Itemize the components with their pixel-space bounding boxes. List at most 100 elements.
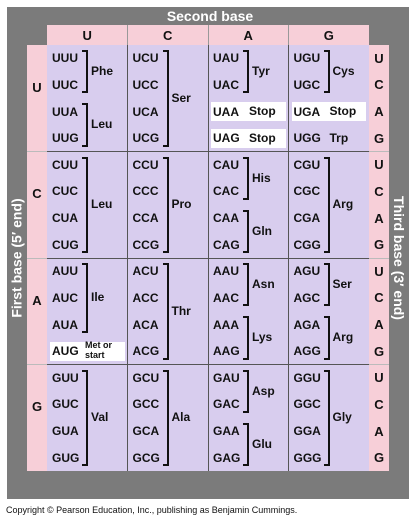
- codon-CGG: CGG: [293, 237, 321, 252]
- codon-UGA: UGA: [293, 104, 321, 119]
- codon-bracket: [243, 156, 249, 200]
- amino-acid-met-or-start: Met or start: [85, 340, 112, 361]
- codon-bracket: [243, 422, 249, 466]
- amino-acid-trp: Trp: [329, 130, 349, 145]
- amino-acid-ser: Ser: [332, 277, 352, 292]
- amino-acid-arg: Arg: [332, 197, 354, 212]
- codon-bracket: [162, 156, 169, 253]
- codon-GGC: GGC: [293, 397, 321, 412]
- codon-bracket: [243, 369, 249, 413]
- codon-UCU: UCU: [132, 51, 159, 66]
- right-frame: [389, 45, 409, 471]
- codon-GAG: GAG: [213, 450, 241, 465]
- second-base-title: Second base: [166, 8, 254, 24]
- highlight-box: [291, 102, 366, 121]
- amino-acid-val: Val: [91, 410, 109, 425]
- codon-UAG: UAG: [213, 131, 240, 146]
- codon-AUA: AUA: [52, 317, 78, 332]
- second-base-letter-G: G: [323, 27, 334, 43]
- codon-bracket: [243, 50, 249, 94]
- third-base-letter-G: G: [373, 343, 385, 359]
- second-base-letter-U: U: [82, 27, 92, 43]
- first-base-title-wrap: First base (5′ end): [7, 45, 27, 471]
- codon-UAC: UAC: [213, 77, 239, 92]
- amino-acid-stop: Stop: [249, 104, 276, 119]
- codon-bracket: [162, 263, 169, 360]
- codon-bracket: [243, 209, 249, 253]
- third-base-letter-A: A: [374, 210, 384, 226]
- codon-CGU: CGU: [293, 157, 321, 172]
- first-base-letter-U: U: [32, 79, 42, 95]
- codon-GCG: GCG: [132, 450, 160, 465]
- first-base-letter-C: C: [32, 186, 42, 201]
- right-row-divider: [369, 364, 389, 365]
- codon-GCC: GCC: [132, 397, 160, 412]
- third-base-letter-U: U: [374, 370, 384, 386]
- codon-UGU: UGU: [293, 51, 321, 66]
- second-base-letter-C: C: [163, 27, 173, 43]
- codon-bracket: [323, 263, 330, 307]
- codon-GAC: GAC: [213, 397, 240, 412]
- codon-bracket: [82, 263, 88, 333]
- amino-acid-his: His: [252, 170, 271, 185]
- codon-ACU: ACU: [132, 264, 159, 279]
- third-base-letter-A: A: [374, 317, 384, 333]
- codon-CGA: CGA: [293, 211, 321, 226]
- third-base-letter-C: C: [374, 396, 384, 412]
- codon-CUA: CUA: [52, 211, 78, 226]
- left-row-divider: [27, 364, 47, 365]
- highlight-box: [211, 128, 286, 148]
- row-divider: [47, 257, 369, 259]
- codon-bracket: [323, 316, 330, 360]
- codon-AGA: AGA: [293, 317, 321, 332]
- first-base-title: First base (5′ end): [9, 198, 25, 318]
- codon-AUU: AUU: [52, 264, 78, 279]
- third-base-letter-C: C: [374, 290, 384, 306]
- amino-acid-gly: Gly: [332, 410, 352, 425]
- codon-CUU: CUU: [52, 157, 78, 172]
- codon-AAC: AAC: [213, 290, 239, 305]
- codon-CUG: CUG: [52, 237, 79, 252]
- first-base-letter-G: G: [31, 399, 43, 414]
- header-divider: [288, 25, 289, 45]
- codon-UUG: UUG: [52, 131, 79, 146]
- codon-UUU: UUU: [52, 51, 78, 66]
- codon-CAU: CAU: [213, 157, 239, 172]
- codon-UUC: UUC: [52, 77, 78, 92]
- codon-CAA: CAA: [213, 211, 239, 226]
- codon-CCC: CCC: [132, 184, 159, 199]
- codon-UCA: UCA: [132, 104, 159, 119]
- codon-bracket: [323, 369, 330, 466]
- amino-acid-phe: Phe: [91, 64, 114, 79]
- codon-CCU: CCU: [132, 157, 159, 172]
- codon-UUA: UUA: [52, 104, 78, 119]
- right-row-divider: [369, 257, 389, 259]
- amino-acid-stop: Stop: [249, 130, 276, 145]
- codon-GUU: GUU: [52, 370, 79, 385]
- codon-bracket: [82, 103, 88, 147]
- header-divider: [207, 25, 209, 45]
- first-base-letter-A: A: [32, 292, 42, 308]
- codon-GCU: GCU: [132, 370, 160, 385]
- row-divider: [47, 364, 369, 365]
- codon-bracket: [162, 369, 169, 466]
- third-base-letter-U: U: [374, 263, 384, 279]
- amino-acid-arg: Arg: [332, 330, 354, 345]
- codon-GAA: GAA: [213, 424, 240, 439]
- third-base-letter-G: G: [373, 237, 385, 253]
- codon-GCA: GCA: [132, 424, 160, 439]
- codon-ACA: ACA: [132, 317, 159, 332]
- codon-UAA: UAA: [213, 104, 239, 119]
- codon-bracket: [82, 156, 88, 253]
- third-base-title: Third base (3′ end): [391, 196, 407, 320]
- codon-bracket: [162, 50, 169, 147]
- codon-UGG: UGG: [293, 131, 321, 146]
- amino-acid-cys: Cys: [332, 64, 355, 79]
- amino-acid-leu: Leu: [91, 117, 113, 132]
- codon-ACG: ACG: [132, 344, 160, 359]
- codon-UCG: UCG: [132, 131, 160, 146]
- amino-acid-ala: Ala: [171, 410, 191, 425]
- amino-acid-asn: Asn: [252, 277, 275, 292]
- codon-AGG: AGG: [293, 344, 321, 359]
- amino-acid-thr: Thr: [171, 303, 191, 318]
